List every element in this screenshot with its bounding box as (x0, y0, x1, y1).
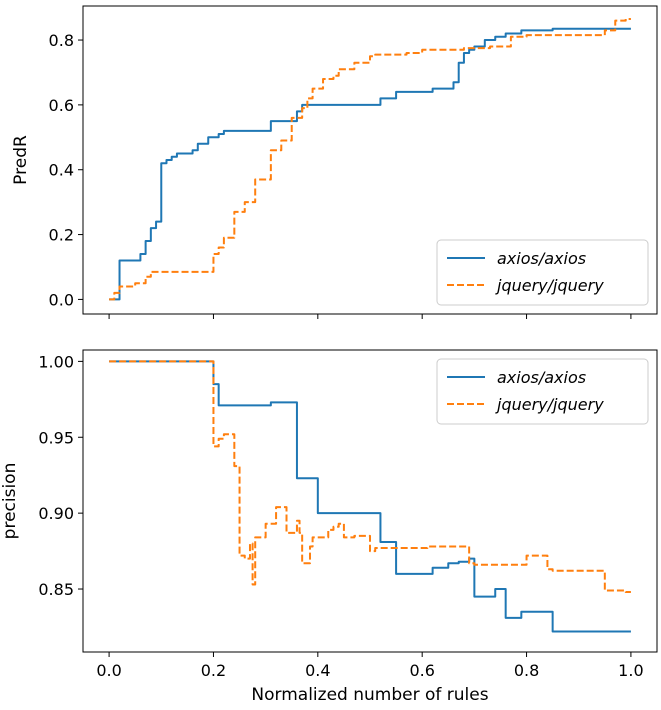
precision-subplot: 0.0 0.2 0.4 0.6 0.8 1.0 0.85 0.90 0.95 1.00 precis… (0, 349, 658, 705)
x-tick-label: 0.4 (305, 661, 330, 680)
legend-label: axios/axios (497, 249, 586, 268)
y-tick-label: 0.85 (38, 580, 74, 599)
x-tick-label: 0.2 (201, 661, 226, 680)
series-line-axios (109, 27, 631, 301)
axes-frame (82, 349, 658, 653)
legend: axios/axios jquery/jquery (436, 239, 649, 306)
series-line-jquery (109, 360, 631, 594)
y-tick-label: 0.8 (49, 31, 74, 50)
x-tick-label: 0.8 (514, 661, 539, 680)
x-tick-label: 1.0 (618, 661, 643, 680)
y-axis-label: precision (0, 463, 20, 540)
legend-frame (436, 358, 649, 425)
legend-label: jquery/jquery (495, 395, 604, 414)
series-line-axios (109, 360, 631, 633)
y-tick-label: 0.2 (49, 226, 74, 245)
y-tick-label: 0.4 (49, 161, 74, 180)
series-group (109, 17, 631, 301)
y-tick-label: 0.90 (38, 504, 74, 523)
series-line-jquery (109, 17, 631, 301)
series-group (109, 360, 631, 633)
y-tick-label: 0.0 (49, 290, 74, 309)
y-tick-label: 0.6 (49, 96, 74, 115)
legend-frame (436, 239, 649, 306)
legend: axios/axios jquery/jquery (436, 358, 649, 425)
y-tick-label: 1.00 (38, 352, 74, 371)
y-axis-label: PredR (11, 135, 31, 185)
axes-frame (82, 5, 658, 315)
y-tick-label: 0.95 (38, 428, 74, 447)
x-tick-label: 0.6 (409, 661, 434, 680)
legend-label: axios/axios (497, 368, 586, 387)
x-tick-label: 0.0 (96, 661, 121, 680)
legend-label: jquery/jquery (495, 276, 604, 295)
predr-subplot: 0.0 0.2 0.4 0.6 0.8 PredR axios/axios jquery/jq… (11, 5, 658, 319)
x-axis-label: Normalized number of rules (251, 685, 488, 705)
